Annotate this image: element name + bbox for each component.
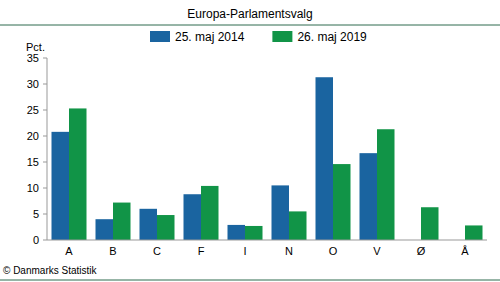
bars [52, 77, 483, 240]
bar [316, 77, 334, 240]
y-tick-label: 5 [33, 208, 39, 220]
y-tick-label: 20 [27, 130, 39, 142]
x-tick-label: Ø [417, 245, 426, 257]
x-tick-label: O [329, 245, 338, 257]
source: © Danmarks Statistik [3, 265, 98, 276]
legend-label: 26. maj 2019 [297, 30, 367, 44]
bar [289, 211, 307, 240]
y-tick-label: 25 [27, 104, 39, 116]
y-tick [43, 162, 47, 163]
bar [360, 153, 378, 240]
y-tick-label: 10 [27, 182, 39, 194]
y-tick [43, 84, 47, 85]
x-tick-label: I [243, 245, 246, 257]
x-axis [47, 240, 487, 241]
bar [377, 129, 395, 240]
y-tick-label: 15 [27, 156, 39, 168]
bar [140, 209, 158, 240]
y-tick [43, 110, 47, 111]
y-tick [43, 58, 47, 59]
bar [245, 226, 263, 240]
bar [52, 132, 70, 240]
bar [96, 219, 114, 240]
bar [228, 225, 246, 240]
chart: Europa-Parlamentsvalg 25. maj 2014 26. maj… [0, 0, 500, 282]
y-tick [43, 188, 47, 189]
legend-label: 25. maj 2014 [175, 30, 245, 44]
x-tick-label: A [65, 245, 73, 257]
bar [421, 207, 439, 240]
y-tick [43, 214, 47, 215]
y-tick [43, 136, 47, 137]
bar [157, 215, 175, 240]
bar [201, 186, 219, 240]
legend-swatch [150, 31, 170, 42]
y-tick-label: 0 [33, 234, 39, 246]
title-rule [0, 25, 500, 26]
x-tick-label: N [285, 245, 293, 257]
x-tick-label: V [373, 245, 381, 257]
x-tick-label: B [109, 245, 116, 257]
y-axis [47, 58, 48, 240]
title: Europa-Parlamentsvalg [187, 7, 312, 21]
x-tick-label: F [198, 245, 205, 257]
y-tick-label: 35 [27, 52, 39, 64]
bar [333, 164, 351, 240]
bar [184, 194, 202, 240]
bar [272, 185, 290, 240]
y-tick [43, 240, 47, 241]
x-tick-label: Å [461, 245, 469, 257]
x-tick-label: C [153, 245, 161, 257]
bar [465, 225, 483, 240]
bottom-rule [0, 280, 500, 281]
y-tick-label: 30 [27, 78, 39, 90]
bar [113, 203, 131, 240]
legend-swatch [272, 31, 292, 42]
bar [69, 108, 87, 240]
